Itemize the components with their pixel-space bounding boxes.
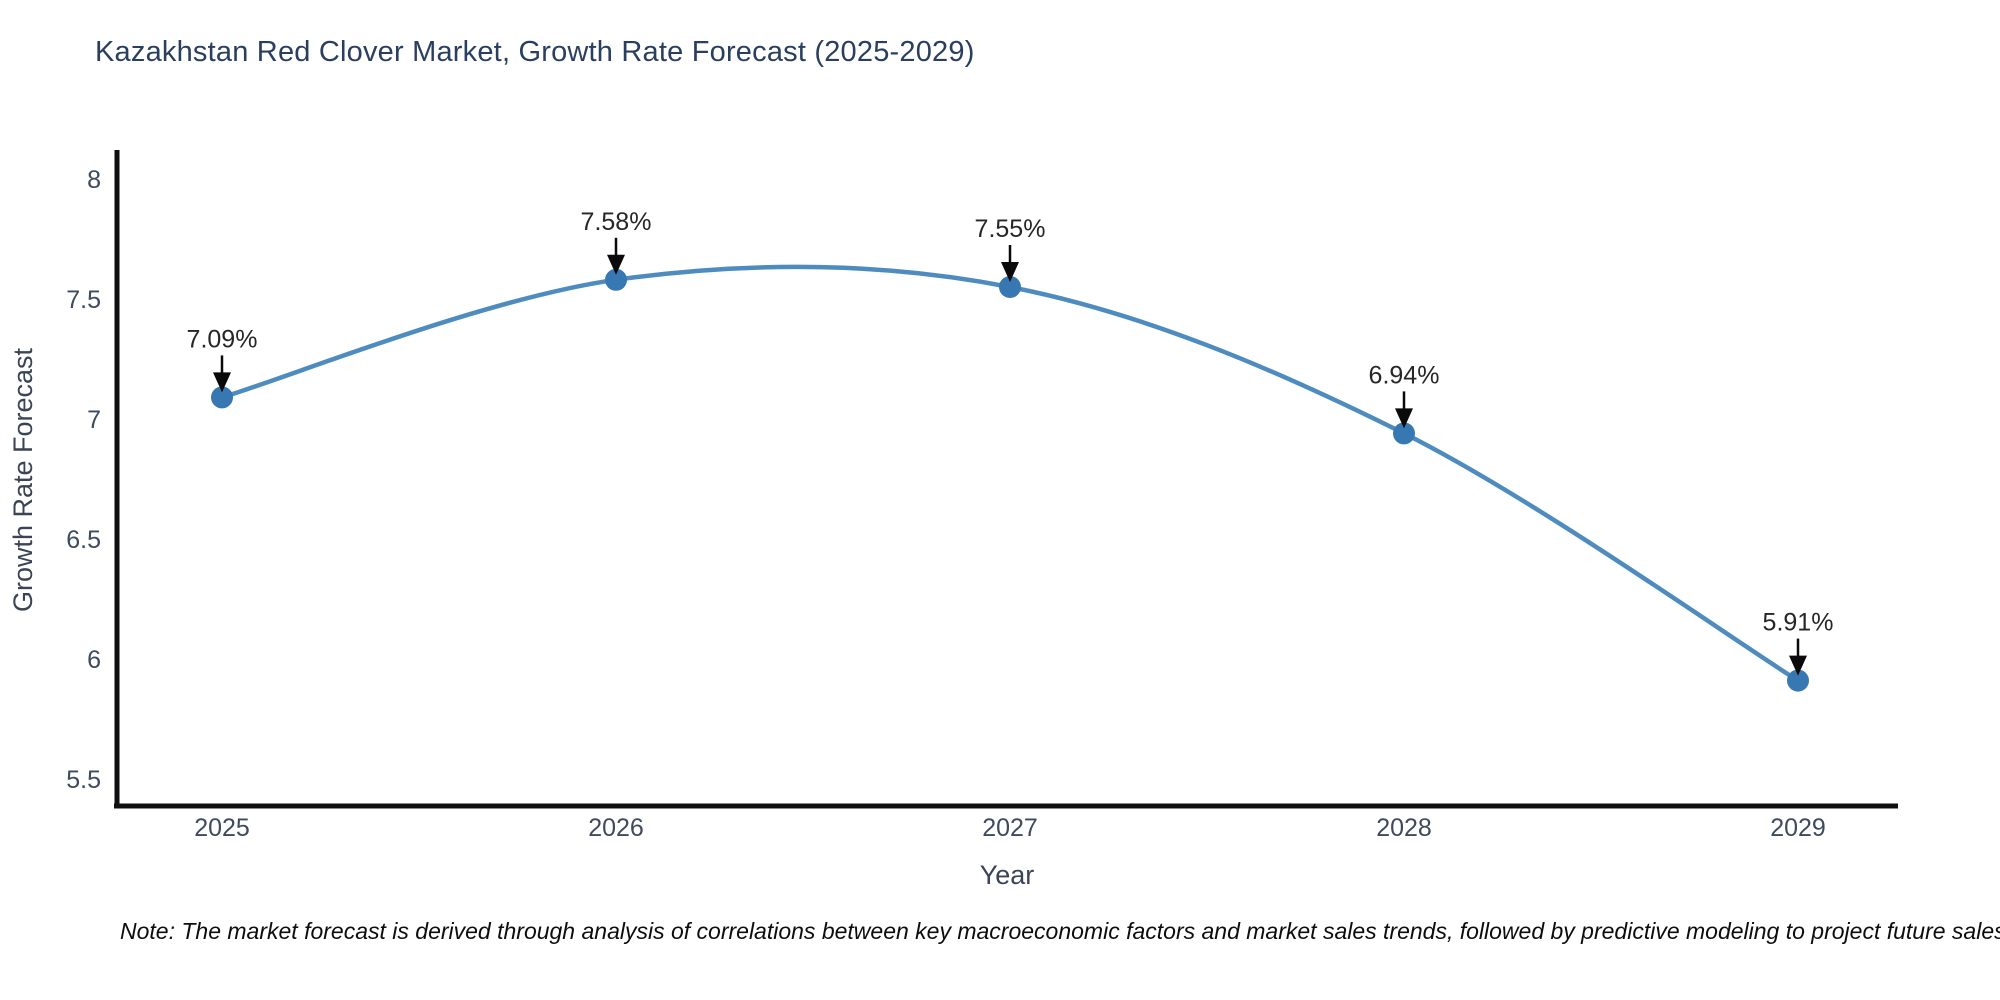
y-axis-title: Growth Rate Forecast bbox=[8, 347, 38, 612]
annotation-arrowhead-icon bbox=[1395, 408, 1413, 429]
y-tick-label: 5.5 bbox=[66, 766, 101, 794]
x-tick-label: 2028 bbox=[1376, 814, 1432, 842]
forecast-spline-line bbox=[219, 264, 1801, 683]
x-tick-label: 2029 bbox=[1770, 814, 1826, 842]
y-tick-label: 8 bbox=[87, 166, 101, 194]
data-point-label: 5.91% bbox=[1763, 609, 1834, 637]
data-point-marker bbox=[211, 386, 233, 409]
y-tick-label: 7 bbox=[87, 406, 101, 434]
x-tick-label: 2027 bbox=[982, 814, 1038, 842]
y-tick-label: 6 bbox=[87, 646, 101, 674]
data-point-marker bbox=[999, 276, 1021, 298]
data-point-marker bbox=[1787, 669, 1809, 692]
annotation-arrowhead-icon bbox=[213, 372, 231, 393]
data-point-label: 7.58% bbox=[581, 208, 652, 236]
x-axis-title: Year bbox=[980, 860, 1035, 890]
data-point-label: 7.55% bbox=[975, 215, 1046, 243]
data-point-marker bbox=[605, 268, 627, 291]
chart-footnote: Note: The market forecast is derived thr… bbox=[120, 918, 2000, 944]
chart-title: Kazakhstan Red Clover Market, Growth Rat… bbox=[95, 36, 975, 68]
data-point-marker bbox=[1393, 422, 1415, 445]
data-point-label: 7.09% bbox=[187, 325, 258, 353]
annotation-arrowhead-icon bbox=[1001, 262, 1019, 282]
y-tick-label: 7.5 bbox=[66, 286, 101, 314]
annotation-arrowhead-icon bbox=[1789, 655, 1807, 676]
y-tick-label: 6.5 bbox=[66, 526, 101, 554]
x-tick-label: 2026 bbox=[588, 814, 644, 842]
data-point-label: 6.94% bbox=[1369, 361, 1440, 389]
annotation-arrowhead-icon bbox=[607, 254, 625, 275]
x-tick-label: 2025 bbox=[194, 814, 250, 842]
